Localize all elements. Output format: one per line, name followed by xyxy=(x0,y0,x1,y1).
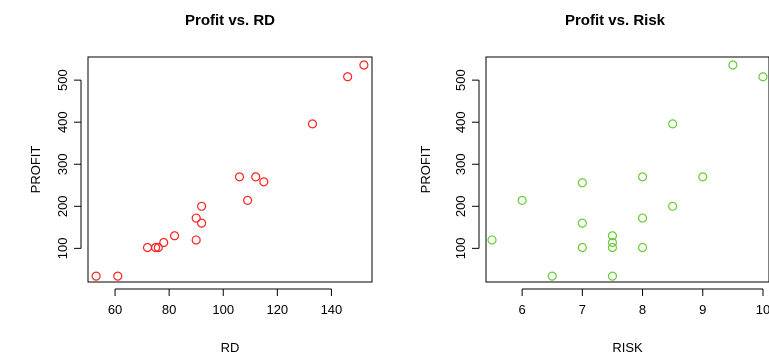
data-point xyxy=(151,242,161,253)
data-point xyxy=(607,271,618,281)
data-point xyxy=(577,178,587,188)
plot-frame xyxy=(485,56,769,283)
data-point xyxy=(242,195,253,206)
data-point xyxy=(197,218,207,228)
x-tick-label: 6 xyxy=(519,302,526,317)
y-tick-label: 400 xyxy=(55,111,70,133)
x-tick-label: 60 xyxy=(108,302,122,317)
y-tick-label: 100 xyxy=(453,238,468,260)
data-point xyxy=(728,60,738,70)
y-tick-label: 500 xyxy=(453,69,468,91)
x-axis-label: RISK xyxy=(612,340,643,355)
data-point xyxy=(637,213,648,223)
x-tick-label: 7 xyxy=(579,302,586,317)
y-tick-label: 300 xyxy=(55,153,70,175)
data-point xyxy=(668,119,678,129)
data-point xyxy=(234,172,245,182)
x-tick-label: 80 xyxy=(162,302,176,317)
y-tick-label: 100 xyxy=(55,238,70,260)
data-point xyxy=(197,201,207,211)
y-axis-label: PROFIT xyxy=(418,146,433,194)
x-axis-label: RD xyxy=(221,340,240,355)
data-point xyxy=(191,213,201,223)
data-point xyxy=(113,271,123,281)
data-point xyxy=(758,72,768,82)
data-point xyxy=(517,195,527,206)
data-point xyxy=(91,271,101,281)
y-tick-label: 200 xyxy=(453,195,468,217)
x-tick-label: 120 xyxy=(266,302,288,317)
data-point xyxy=(698,172,708,182)
chart-title: Profit vs. RD xyxy=(185,12,275,29)
x-tick-label: 10 xyxy=(756,302,769,317)
data-point xyxy=(359,60,369,70)
y-tick-label: 200 xyxy=(55,195,70,217)
data-point xyxy=(343,72,353,82)
x-tick-label: 140 xyxy=(321,302,343,317)
x-tick-label: 100 xyxy=(212,302,234,317)
y-axis-label: PROFIT xyxy=(28,146,43,194)
y-tick-label: 500 xyxy=(55,69,70,91)
plot-frame xyxy=(87,56,373,283)
data-point xyxy=(153,242,163,253)
data-point xyxy=(577,218,587,228)
data-point xyxy=(307,119,318,129)
y-tick-label: 400 xyxy=(453,111,468,133)
data-point xyxy=(607,231,618,241)
data-point xyxy=(259,177,269,187)
y-tick-label: 300 xyxy=(453,153,468,175)
data-point xyxy=(159,237,169,248)
data-point xyxy=(169,231,180,241)
data-point xyxy=(607,242,618,253)
data-point xyxy=(607,237,618,248)
data-point xyxy=(637,242,648,253)
x-tick-label: 9 xyxy=(699,302,706,317)
data-point xyxy=(487,235,497,245)
data-point xyxy=(251,172,261,182)
data-point xyxy=(668,201,678,211)
chart-title: Profit vs. Risk xyxy=(565,12,666,29)
data-point xyxy=(191,235,201,245)
data-point xyxy=(577,242,587,253)
data-point xyxy=(142,242,153,253)
data-point xyxy=(547,271,557,281)
data-point xyxy=(637,172,648,182)
x-tick-label: 8 xyxy=(639,302,646,317)
